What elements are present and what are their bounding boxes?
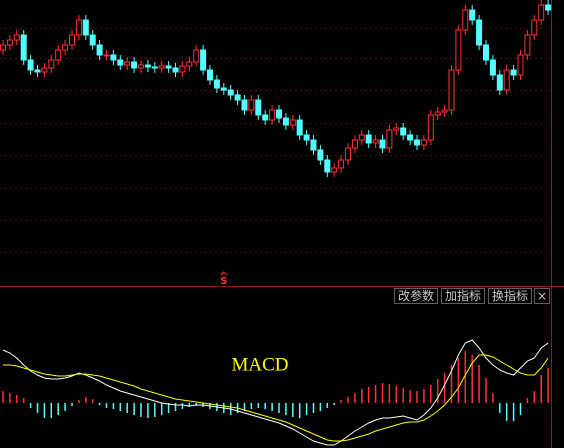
candle-body <box>455 29 462 71</box>
toolbar: 改参数 加指标 换指标 × <box>394 288 550 304</box>
candle-body <box>165 65 172 69</box>
candle-body <box>227 89 234 96</box>
candle-body <box>144 64 151 68</box>
candle-body <box>393 127 400 131</box>
candle-body <box>296 119 303 136</box>
candle-body <box>48 59 55 69</box>
candle-body <box>400 127 407 136</box>
candle-body <box>414 139 420 146</box>
candle-body <box>117 59 124 66</box>
candle-body <box>462 9 469 31</box>
candle-body <box>241 99 248 111</box>
candle-body <box>89 34 96 46</box>
candle-body <box>186 61 193 67</box>
candle-body <box>489 59 496 76</box>
candle-body <box>220 87 227 91</box>
candle-body <box>110 54 117 61</box>
candle-body <box>96 44 103 56</box>
candle-body <box>420 139 427 146</box>
candle-body <box>103 54 110 57</box>
candle-body <box>6 39 13 46</box>
macd-line <box>3 354 549 442</box>
indicator-title: MACD <box>231 354 288 375</box>
button[interactable] <box>488 288 532 304</box>
candle-body <box>255 99 262 116</box>
candle-body <box>20 34 27 61</box>
candle-body <box>372 139 379 144</box>
signal-caret <box>220 271 228 276</box>
candle-body <box>407 134 414 141</box>
candle-body <box>317 149 324 161</box>
candle-body <box>13 34 20 41</box>
candle-body <box>207 69 213 81</box>
candle-body <box>310 139 317 151</box>
candle-body <box>476 19 483 46</box>
candle-body <box>62 44 69 51</box>
candle-body <box>524 34 531 56</box>
candle-body <box>469 9 476 21</box>
candle-body <box>276 109 282 119</box>
candle-body <box>379 139 386 149</box>
candle-body <box>303 134 310 141</box>
candle-body <box>338 159 345 169</box>
button-label[interactable]: 加指标 <box>445 288 481 303</box>
candle-body <box>193 49 200 63</box>
candle-body <box>345 147 351 161</box>
candle-body <box>69 34 75 46</box>
candle-body <box>496 74 503 91</box>
button[interactable] <box>394 288 438 304</box>
signal-label: S <box>220 276 227 287</box>
candle-body <box>179 65 186 73</box>
candle-body <box>331 167 338 173</box>
candle-body <box>365 134 372 144</box>
candle-body <box>138 64 144 69</box>
candle-body <box>510 69 517 76</box>
candle-body <box>131 61 138 69</box>
candle-body <box>483 44 489 61</box>
candle-body <box>75 19 82 36</box>
grid <box>0 28 551 253</box>
candle-body <box>441 109 448 113</box>
candle-body <box>234 94 241 101</box>
button-label[interactable]: 改参数 <box>398 288 434 303</box>
candle-body <box>213 79 220 89</box>
candle-body <box>0 44 6 51</box>
candle-body <box>517 54 524 76</box>
candle-body <box>282 117 289 126</box>
candle-body <box>34 69 41 73</box>
candle-body <box>545 4 552 11</box>
button-label[interactable]: 换指标 <box>492 288 528 303</box>
candle-body <box>172 67 179 73</box>
button-label[interactable]: × <box>537 289 547 303</box>
candle-body <box>427 114 434 141</box>
candle-body <box>248 99 255 111</box>
macd-line <box>2 339 549 446</box>
candle-body <box>124 61 131 66</box>
candle-body <box>503 69 510 91</box>
candle-body <box>82 19 89 36</box>
candle-body <box>434 111 441 116</box>
candle-body <box>324 159 331 173</box>
candle-body <box>351 139 358 149</box>
candle-body <box>538 4 545 21</box>
button[interactable] <box>534 288 550 304</box>
candle-body <box>531 19 538 36</box>
candle-body <box>158 65 165 69</box>
candle-body <box>386 129 393 149</box>
candle-body <box>358 134 365 141</box>
candle-body <box>262 114 269 121</box>
candle-body <box>448 69 455 111</box>
candle-body <box>55 49 62 61</box>
candle-body <box>41 67 48 73</box>
candle-body <box>200 49 207 71</box>
button[interactable] <box>441 288 485 304</box>
candle-body <box>289 119 296 126</box>
candle-body <box>27 59 34 71</box>
candle-body <box>269 109 276 121</box>
candle-body <box>151 66 158 69</box>
